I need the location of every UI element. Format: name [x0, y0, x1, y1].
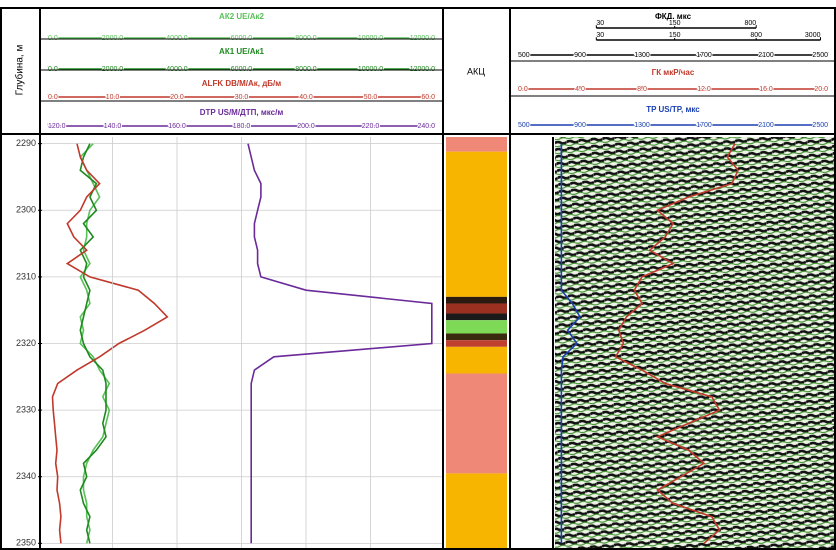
scale-tick-label: 220.0 [362, 123, 380, 130]
scale-tick-label: 150 [669, 32, 681, 39]
log-curve [79, 143, 107, 544]
scale-tick-label: 30.0 [235, 94, 249, 101]
scale-tick-label: 20.0 [814, 86, 828, 93]
scale-tick-label: 4.0 [575, 86, 585, 93]
curve-title: DTP US/M/ДТП, мкс/м [200, 108, 284, 117]
log-curve [51, 143, 169, 544]
scale-tick-label: 160.0 [168, 123, 186, 130]
scale-tick-label: 8000.0 [295, 35, 317, 42]
scale-tick-label: 1300 [634, 122, 650, 129]
scale-tick-label: 150 [669, 20, 681, 27]
scale-tick-label: 2100 [758, 52, 774, 59]
scale-tick-label: 16.0 [759, 86, 773, 93]
scale-tick-label: 1700 [696, 52, 712, 59]
scale-tick-label: 20.0 [170, 94, 184, 101]
scale-tick-label: 1700 [696, 122, 712, 129]
akc-band [446, 346, 507, 374]
scale-tick-label: 0.0 [48, 66, 58, 73]
scale-tick-label: 900 [574, 122, 586, 129]
scale-tick-label: 900 [574, 52, 586, 59]
scale-tick-label: 10.0 [106, 94, 120, 101]
scale-tick-label: 800 [744, 20, 756, 27]
scale-tick-label: 3000 [805, 32, 821, 39]
scale-tick-label: 10000.0 [358, 35, 383, 42]
scale-tick-label: 0.0 [518, 86, 528, 93]
curve-title: АК2 UE/Ак2 [219, 12, 264, 21]
depth-tick-label: 2320 [16, 338, 36, 348]
scale-tick-label: 0.0 [48, 35, 58, 42]
scale-tick-label: 120.0 [48, 123, 66, 130]
depth-tick-label: 2330 [16, 404, 36, 414]
scale-tick-label: 2100 [758, 122, 774, 129]
scale-tick-label: 4000.0 [166, 35, 188, 42]
akc-band [446, 320, 507, 334]
log-curve [79, 143, 111, 544]
scale-tick-label: 500 [518, 52, 530, 59]
scale-tick-label: 2500 [812, 52, 828, 59]
vdl-image [555, 137, 836, 550]
scale-tick-label: 10000.0 [358, 66, 383, 73]
log-curve [247, 143, 433, 544]
akc-band [446, 303, 507, 314]
akc-band [446, 333, 507, 341]
scale-tick-label: 500 [518, 122, 530, 129]
scale-tick-label: 6000.0 [231, 35, 253, 42]
curve-title: TP US/TP, мкс [646, 105, 700, 114]
depth-tick-label: 2300 [16, 205, 36, 215]
depth-label: Глубина, м [14, 45, 26, 96]
frame [0, 7, 836, 550]
akc-band [446, 313, 507, 321]
scale-tick-label: 200.0 [297, 123, 315, 130]
curve-title: ФКД, мкс [655, 12, 692, 21]
scale-tick-label: 8000.0 [295, 66, 317, 73]
scale-tick-label: 2500 [812, 122, 828, 129]
scale-tick-label: 8.0 [637, 86, 647, 93]
scale-tick-label: 50.0 [364, 94, 378, 101]
scale-tick-label: 12000.0 [410, 35, 435, 42]
depth-tick-label: 2310 [16, 271, 36, 281]
scale-tick-label: 6000.0 [231, 66, 253, 73]
akc-band [446, 340, 507, 347]
log-curve [614, 143, 740, 544]
scale-tick-label: 140.0 [104, 123, 122, 130]
scale-tick-label: 60.0 [421, 94, 435, 101]
akc-title: АКЦ [467, 66, 485, 76]
scale-tick-label: 30 [596, 20, 604, 27]
curve-title: ALFK DB/M/Ак, дБ/м [202, 79, 281, 88]
scale-tick-label: 240.0 [417, 123, 435, 130]
akc-band [446, 296, 507, 304]
akc-band [446, 151, 507, 297]
scale-tick-label: 1300 [634, 52, 650, 59]
scale-tick-label: 30 [596, 32, 604, 39]
scale-tick-label: 40.0 [299, 94, 313, 101]
scale-tick-label: 4000.0 [166, 66, 188, 73]
curve-title: ГК мкР/час [652, 68, 695, 77]
depth-tick-label: 2290 [16, 138, 36, 148]
log-curve [560, 143, 581, 544]
scale-tick-label: 0.0 [48, 94, 58, 101]
scale-tick-label: 12000.0 [410, 66, 435, 73]
akc-band [446, 473, 507, 550]
curve-title: АК1 UE/Ак1 [219, 47, 264, 56]
akc-band [446, 373, 507, 474]
scale-tick-label: 2000.0 [102, 66, 124, 73]
depth-tick-label: 2350 [16, 538, 36, 548]
scale-tick-label: 2000.0 [102, 35, 124, 42]
scale-tick-label: 800 [750, 32, 762, 39]
scale-tick-label: 12.0 [697, 86, 711, 93]
scale-tick-label: 180.0 [233, 123, 251, 130]
depth-tick-label: 2340 [16, 471, 36, 481]
akc-band [446, 137, 507, 152]
